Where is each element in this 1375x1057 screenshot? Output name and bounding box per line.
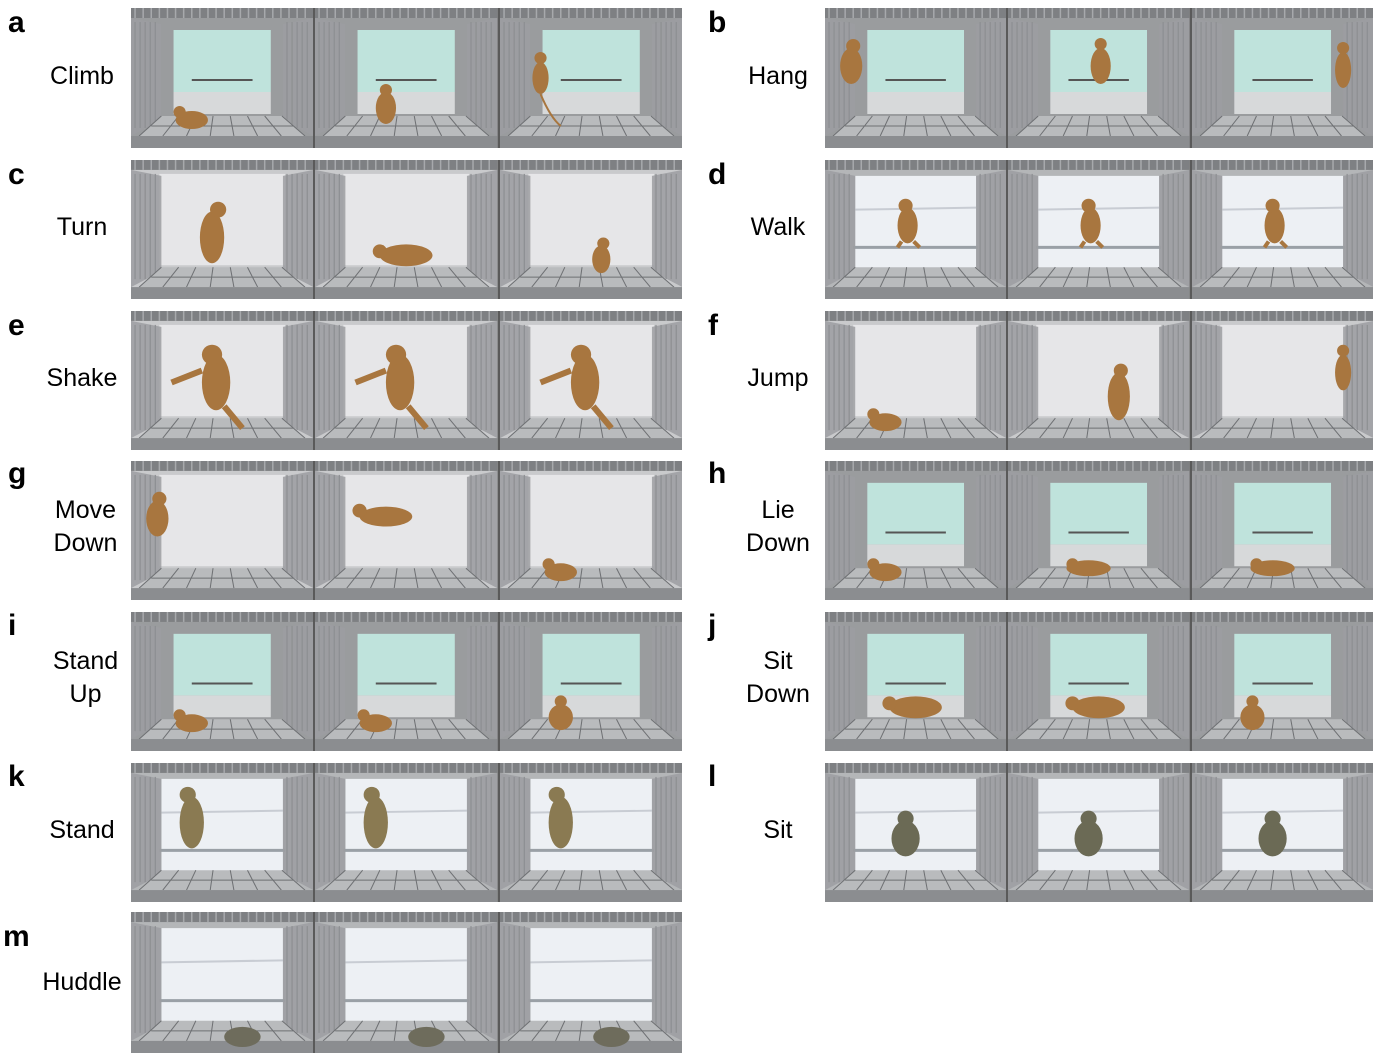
panel-label-l: Sit [736, 814, 820, 847]
video-frame-1 [131, 912, 316, 1053]
panel-label-h: Lie Down [736, 494, 820, 560]
video-frame-1 [825, 8, 1009, 148]
panel-label-c: Turn [38, 211, 126, 244]
panel-letter-g: g [8, 457, 27, 490]
panel-strip-k [131, 763, 682, 902]
panel-label-d: Walk [736, 211, 820, 244]
panel-strip-l [825, 763, 1373, 902]
label-line: Hang [748, 62, 808, 90]
panel-letter-m: m [3, 920, 30, 953]
panel-strip-m [131, 912, 682, 1053]
label-line: Stand [52, 647, 119, 675]
panel-letter-c: c [8, 158, 25, 191]
video-frame-2 [1008, 763, 1192, 902]
panel-label-j: Sit Down [736, 645, 820, 711]
label-line: Up [69, 680, 102, 708]
panel-letter-i: i [8, 609, 17, 642]
video-frame-1 [131, 8, 316, 148]
label-line: Down [53, 529, 118, 557]
panel-strip-f [825, 311, 1373, 450]
panel-label-a: Climb [38, 60, 126, 93]
label-line: Sit [763, 816, 793, 844]
video-frame-3 [499, 612, 682, 751]
panel-letter-d: d [708, 158, 727, 191]
label-line: Lie [761, 496, 795, 524]
panel-letter-k: k [8, 760, 25, 793]
label-line: Climb [50, 62, 114, 90]
video-frame-2 [315, 8, 500, 148]
label-line: Down [746, 680, 810, 708]
panel-label-i: Stand Up [38, 645, 133, 711]
panel-strip-b [825, 8, 1373, 148]
panel-strip-i [131, 612, 682, 751]
video-frame-3 [1191, 763, 1373, 902]
panel-label-b: Hang [736, 60, 820, 93]
video-frame-3 [499, 311, 682, 450]
video-frame-3 [499, 8, 682, 148]
panel-label-k: Stand [38, 814, 126, 847]
panel-strip-d [825, 160, 1373, 299]
panel-letter-f: f [708, 309, 718, 342]
label-line: Huddle [42, 968, 122, 996]
video-frame-2 [1008, 8, 1192, 148]
video-frame-3 [1191, 461, 1373, 600]
video-frame-1 [825, 763, 1009, 902]
panel-letter-e: e [8, 309, 25, 342]
panel-strip-e [131, 311, 682, 450]
panel-label-f: Jump [736, 362, 820, 395]
video-frame-1 [131, 763, 316, 902]
panel-letter-a: a [8, 6, 25, 39]
video-frame-3 [1191, 612, 1373, 751]
panel-strip-c [131, 160, 682, 299]
panel-letter-b: b [708, 6, 727, 39]
panel-strip-g [131, 461, 682, 600]
video-frame-1 [825, 160, 1009, 299]
video-frame-1 [131, 160, 316, 299]
label-line: Move [54, 496, 117, 524]
video-frame-2 [1008, 160, 1192, 299]
panel-letter-h: h [708, 457, 727, 490]
label-line: Down [746, 529, 810, 557]
video-frame-2 [315, 763, 500, 902]
panel-strip-h [825, 461, 1373, 600]
panel-label-m: Huddle [32, 966, 132, 999]
video-frame-2 [1008, 612, 1192, 751]
video-frame-2 [315, 912, 500, 1053]
panel-label-e: Shake [38, 362, 126, 395]
video-frame-1 [825, 311, 1009, 450]
video-frame-2 [315, 160, 500, 299]
video-frame-3 [1191, 160, 1373, 299]
video-frame-3 [1191, 8, 1373, 148]
label-line: Walk [750, 213, 806, 241]
panel-strip-a [131, 8, 682, 148]
video-frame-2 [1008, 311, 1192, 450]
video-frame-1 [825, 612, 1009, 751]
video-frame-2 [315, 461, 500, 600]
panel-label-g: Move Down [38, 494, 133, 560]
label-line: Jump [747, 364, 809, 392]
panel-letter-j: j [708, 609, 717, 642]
label-line: Turn [56, 213, 108, 241]
video-frame-3 [499, 912, 682, 1053]
video-frame-3 [499, 160, 682, 299]
video-frame-1 [825, 461, 1009, 600]
video-frame-3 [1191, 311, 1373, 450]
video-frame-3 [499, 763, 682, 902]
video-frame-1 [131, 461, 316, 600]
panel-letter-l: l [708, 760, 717, 793]
video-frame-2 [1008, 461, 1192, 600]
label-line: Stand [49, 816, 115, 844]
video-frame-2 [315, 612, 500, 751]
panel-strip-j [825, 612, 1373, 751]
video-frame-2 [315, 311, 500, 450]
label-line: Shake [46, 364, 118, 392]
video-frame-3 [499, 461, 682, 600]
video-frame-1 [131, 612, 316, 751]
label-line: Sit [763, 647, 793, 675]
video-frame-1 [131, 311, 316, 450]
